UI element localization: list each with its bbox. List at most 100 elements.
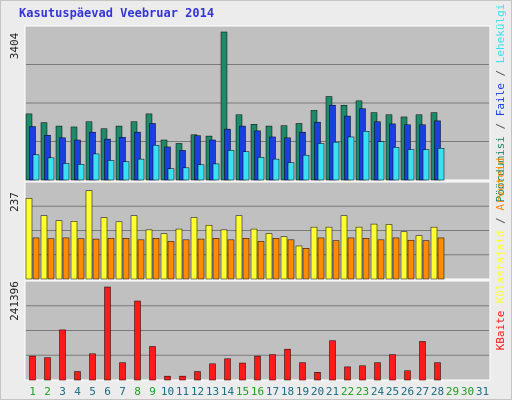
bar-kbaite-day-27 (419, 341, 426, 381)
bar-arvuteid-day-24 (377, 239, 385, 280)
bar-arvuteid-day-4 (77, 238, 85, 280)
bar-külastajaid-day-27 (415, 235, 423, 280)
legend-group-2: Külastajaid / Arvuteid (494, 158, 507, 304)
bar-faile-day-6 (104, 138, 111, 181)
x-tick-label: 4 (74, 385, 81, 398)
bar-kbaite-day-20 (314, 372, 321, 381)
bar-kbaite-day-3 (59, 329, 66, 381)
bar-külastajaid-day-24 (370, 223, 378, 280)
panel-1: 3404 (8, 25, 491, 181)
bar-kbaite-day-8 (134, 300, 141, 381)
bar-arvuteid-day-27 (422, 240, 430, 280)
bar-külastajaid-day-28 (430, 226, 438, 280)
bar-arvuteid-day-14 (227, 239, 235, 280)
legend-item-külastajaid: Külastajaid (494, 231, 507, 304)
bar-külastajaid-day-19 (295, 245, 303, 280)
bar-kbaite-day-22 (344, 366, 351, 381)
legend-item-faile: Faile (494, 83, 507, 116)
bar-lehekülgi-day-6 (107, 160, 115, 181)
bar-kbaite-day-6 (104, 286, 111, 381)
y-max-label: 3404 (8, 32, 21, 59)
bar-kbaite-day-28 (434, 362, 441, 381)
bar-arvuteid-day-7 (122, 238, 130, 280)
x-tick-label: 26 (401, 385, 414, 398)
x-tick-label: 18 (281, 385, 294, 398)
bar-lehekülgi-day-14 (227, 150, 235, 181)
bar-arvuteid-day-21 (332, 240, 340, 280)
y-max-label: 241396 (8, 281, 21, 321)
legend-item-arvuteid: Arvuteid (494, 158, 507, 211)
bar-arvuteid-day-26 (407, 239, 415, 280)
x-tick-label: 10 (161, 385, 174, 398)
bar-arvuteid-day-18 (287, 239, 295, 280)
bar-lehekülgi-day-13 (212, 163, 220, 181)
bar-arvuteid-day-16 (257, 241, 265, 280)
bar-külastajaid-day-20 (310, 226, 318, 280)
bar-lehekülgi-day-5 (92, 153, 100, 181)
bar-lehekülgi-day-26 (407, 149, 415, 181)
bar-lehekülgi-day-23 (362, 131, 370, 181)
bar-faile-day-4 (74, 139, 81, 181)
bar-lehekülgi-day-10 (167, 168, 175, 181)
bar-külastajaid-day-5 (85, 190, 93, 280)
x-tick-label: 11 (176, 385, 189, 398)
panel-2: 237 (8, 181, 491, 280)
bar-faile-day-12 (194, 135, 201, 181)
bar-lehekülgi-day-27 (422, 149, 430, 181)
bar-lehekülgi-day-3 (62, 163, 70, 181)
bar-külastajaid-day-9 (145, 229, 153, 280)
legend-separator: / (494, 63, 507, 83)
x-tick-label: 8 (134, 385, 141, 398)
bar-arvuteid-day-25 (392, 237, 400, 280)
bar-lehekülgi-day-15 (242, 151, 250, 181)
bar-külastajaid-day-6 (100, 217, 108, 280)
bar-kbaite-day-1 (29, 355, 36, 381)
bar-külastajaid-day-14 (220, 229, 228, 280)
bar-külastajaid-day-13 (205, 224, 213, 280)
bar-lehekülgi-day-12 (197, 164, 205, 181)
bar-faile-day-10 (164, 146, 171, 181)
x-tick-label: 19 (296, 385, 309, 398)
x-tick-label: 25 (386, 385, 399, 398)
bar-kbaite-day-15 (239, 362, 246, 381)
bar-külastajaid-day-25 (385, 224, 393, 280)
x-tick-label: 21 (326, 385, 339, 398)
bar-kbaite-day-25 (389, 354, 396, 381)
x-tick-label: 30 (461, 385, 474, 398)
bar-külastajaid-day-4 (70, 221, 78, 280)
x-tick-label: 29 (446, 385, 459, 398)
bar-faile-day-17 (269, 136, 276, 181)
legend-item-kbaite: KBaite (494, 311, 507, 351)
bar-arvuteid-day-22 (347, 237, 355, 280)
x-tick-label: 14 (221, 385, 235, 398)
x-tick-label: 1 (29, 385, 36, 398)
bar-kbaite-day-14 (224, 358, 231, 381)
bar-kbaite-day-11 (179, 375, 186, 381)
bar-arvuteid-day-28 (437, 237, 445, 280)
bar-faile-day-13 (209, 139, 216, 181)
bar-pöördumisi-day-14 (220, 31, 228, 181)
bar-arvuteid-day-5 (92, 238, 100, 280)
bar-lehekülgi-day-20 (317, 143, 325, 181)
bar-lehekülgi-day-16 (257, 157, 265, 181)
legend-group-1: Pöördumisi / Faile / Lehekülgi (494, 4, 507, 203)
x-tick-label: 2 (44, 385, 51, 398)
bar-külastajaid-day-7 (115, 221, 123, 280)
bar-kbaite-day-23 (359, 365, 366, 381)
bar-külastajaid-day-8 (130, 215, 138, 280)
right-legend: Pöördumisi / Faile / LehekülgiKülastajai… (494, 4, 507, 351)
chart-panels: 3404 237 241396 (8, 25, 491, 381)
x-tick-label: 12 (191, 385, 204, 398)
x-tick-label: 27 (416, 385, 429, 398)
bar-arvuteid-day-23 (362, 238, 370, 280)
bar-faile-day-7 (119, 137, 126, 181)
x-tick-label: 9 (149, 385, 156, 398)
bar-kbaite-day-19 (299, 362, 306, 381)
bar-arvuteid-day-1 (32, 237, 40, 280)
bar-lehekülgi-day-28 (437, 148, 445, 181)
x-tick-label: 6 (104, 385, 111, 398)
bar-kbaite-day-16 (254, 355, 261, 381)
bar-kbaite-day-13 (209, 363, 216, 381)
bar-arvuteid-day-12 (197, 238, 205, 280)
bar-arvuteid-day-19 (302, 248, 310, 280)
